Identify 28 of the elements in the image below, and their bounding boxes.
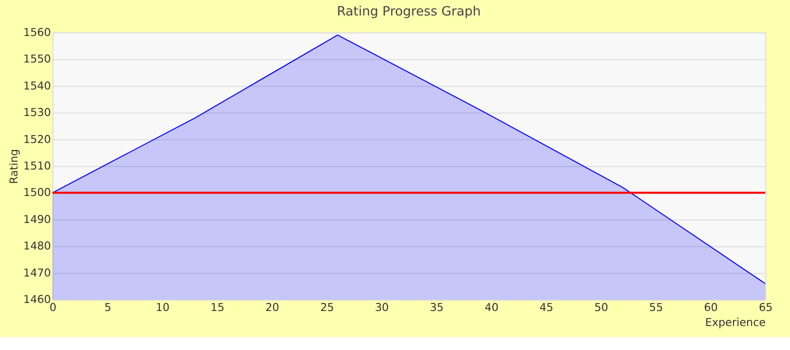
y-tick-label: 1490 <box>23 212 52 226</box>
x-tick-label: 55 <box>649 301 664 314</box>
x-tick-label: 40 <box>484 301 499 314</box>
x-tick-label: 65 <box>758 301 773 314</box>
y-axis-title: Rating <box>7 148 20 184</box>
y-tick-label: 1510 <box>23 159 52 172</box>
x-tick-label: 35 <box>430 301 444 314</box>
y-tick-label: 1540 <box>23 79 52 92</box>
y-tick-label: 1550 <box>23 52 52 66</box>
y-tick-label: 1480 <box>23 240 52 253</box>
y-tick-label: 1500 <box>23 186 52 200</box>
x-tick-label: 5 <box>104 301 112 314</box>
y-tick-label: 1470 <box>23 266 52 280</box>
x-tick-label: 20 <box>265 301 280 314</box>
x-tick-label: 0 <box>50 301 57 314</box>
y-tick-label: 1530 <box>23 106 52 120</box>
y-tick-label: 1560 <box>23 26 52 39</box>
x-tick-label: 25 <box>320 301 334 314</box>
y-tick-label: 1460 <box>23 293 52 306</box>
x-tick-label: 45 <box>540 301 554 314</box>
x-tick-label: 60 <box>704 301 718 314</box>
y-tick-label: 1520 <box>23 132 52 146</box>
x-axis-title: Experience <box>705 316 766 329</box>
x-tick-label: 30 <box>375 301 389 314</box>
x-tick-label: 10 <box>156 301 170 314</box>
chart-title: Rating Progress Graph <box>336 4 481 20</box>
x-tick-label: 15 <box>210 301 224 314</box>
x-tick-label: 50 <box>594 301 608 314</box>
